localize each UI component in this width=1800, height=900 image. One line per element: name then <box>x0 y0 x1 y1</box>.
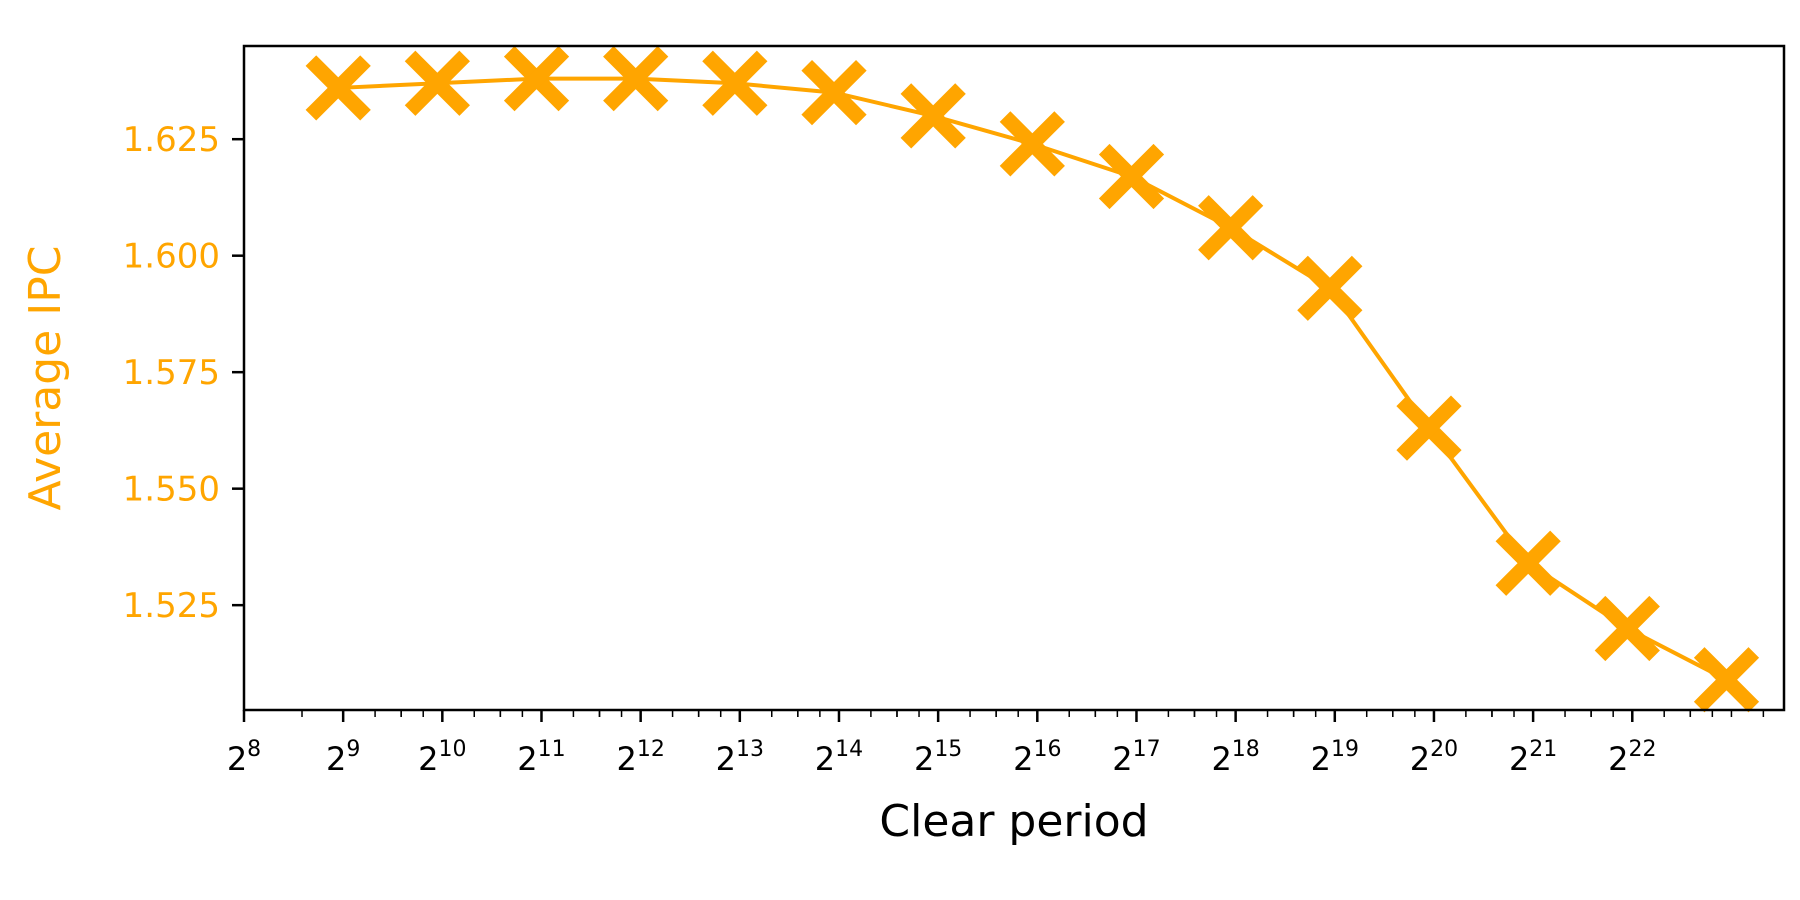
x-axis-ticks: 28 29 210 211 212 213 214 215 216 217 218 219 220 221… <box>227 710 1765 778</box>
x-axis-title: Clear period <box>879 796 1148 847</box>
x-tick-label: 219 <box>1311 737 1359 778</box>
data-point <box>900 83 966 149</box>
data-point <box>1396 395 1462 461</box>
data-point <box>1198 195 1264 261</box>
data-point <box>503 46 570 112</box>
y-axis-ticks: 1.525 1.550 1.575 1.600 1.625 <box>123 120 244 626</box>
x-tick-label: 216 <box>1013 737 1061 778</box>
data-point <box>603 46 669 112</box>
x-tick-label: 28 <box>227 737 261 778</box>
x-tick-label: 215 <box>914 737 962 778</box>
y-tick-label: 1.600 <box>123 237 220 277</box>
x-tick-label: 217 <box>1112 737 1160 778</box>
x-tick-label: 29 <box>326 737 360 778</box>
data-point <box>1098 143 1165 210</box>
data-point <box>305 55 371 121</box>
x-tick-label: 222 <box>1608 737 1656 778</box>
x-tick-label: 221 <box>1509 737 1557 778</box>
x-tick-label: 212 <box>616 737 664 778</box>
data-point <box>801 59 867 126</box>
x-tick-label: 220 <box>1410 737 1458 778</box>
plot-frame <box>242 44 1786 712</box>
data-point <box>702 50 768 116</box>
data-point <box>1594 595 1660 662</box>
x-tick-label: 213 <box>716 737 764 778</box>
y-tick-label: 1.525 <box>123 586 220 626</box>
series-line <box>338 76 1728 682</box>
data-point <box>1693 647 1760 713</box>
x-tick-label: 218 <box>1211 737 1259 778</box>
y-tick-label: 1.625 <box>123 120 220 160</box>
data-point <box>999 111 1065 177</box>
y-tick-label: 1.575 <box>123 353 220 393</box>
y-tick-label: 1.550 <box>123 470 220 510</box>
x-tick-label: 210 <box>418 737 466 778</box>
x-tick-label: 211 <box>517 737 565 778</box>
data-point <box>1297 255 1363 321</box>
series-layer <box>305 46 1760 713</box>
x-tick-label: 214 <box>815 737 863 778</box>
y-axis-title: Average IPC <box>20 246 71 511</box>
data-point <box>1495 530 1561 596</box>
data-point <box>404 50 470 116</box>
